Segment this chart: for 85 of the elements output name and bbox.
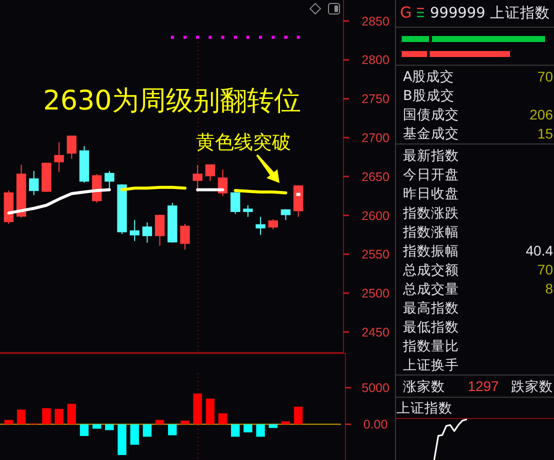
bar [230,424,240,437]
text: 999999 上证指数 [430,4,550,22]
category-label: 跌家数 [511,378,553,395]
category-label: 总成交量 [402,281,459,298]
candlestick [256,216,266,236]
candlestick [79,146,90,184]
candlestick [154,214,165,246]
text: 40.4 [526,242,553,259]
bar [118,424,126,456]
y-tick-label: 2500 [362,286,390,301]
category-label: 最低指数 [403,320,459,336]
category-label: 昨日收盘 [403,186,459,202]
bar [67,404,76,424]
bar [218,413,228,424]
candlestick [117,184,127,235]
category-label: 今日开盘 [403,167,459,184]
text: 70 [537,68,553,84]
bar [206,398,215,424]
y-tick-label: 2550 [362,248,390,262]
category-label: 涨家数 [403,378,445,395]
text: G [400,4,412,22]
candlestick [29,170,39,196]
category-label: 上证换手 [403,358,459,374]
y-tick-label: 2450 [362,325,390,340]
candlestick [54,142,64,172]
y-tick-label: 2750 [362,92,390,106]
y-tick-label: 2700 [362,131,390,145]
candlestick [104,170,114,190]
candlestick [180,223,190,250]
category-label: 最新指数 [403,148,459,164]
candlestick [192,164,202,193]
text: 70 [537,262,553,278]
bar [80,424,89,436]
bar [168,424,177,436]
candlestick [130,220,140,242]
bar [16,410,26,424]
candlestick [205,164,216,182]
bar [4,420,14,424]
bar [268,424,278,428]
bar [42,408,51,424]
category-label: 指数涨幅 [402,224,459,240]
y-tick-label: 2850 [362,14,390,28]
y-tick-label: 5000 [362,381,390,396]
annotation: 2630为周级别翻转位 [43,86,301,117]
bar [193,394,202,424]
y-tick-label: 2650 [362,170,390,184]
text: 15 [537,125,553,142]
text: 1297 [468,378,499,394]
annotation: 黄色线突破 [196,132,292,154]
bar [281,421,290,424]
candlestick [142,222,152,244]
candlestick [66,136,77,160]
bar [180,420,190,424]
candlestick [293,184,304,218]
category-label: A股成交 [403,69,454,86]
y-tick-label: 2800 [362,53,390,68]
category-label: 基金成交 [403,126,459,142]
candlestick [168,202,178,244]
bar [294,406,303,424]
bar [155,420,164,424]
bar [130,424,139,445]
y-tick-label: 0.00 [363,418,388,432]
category-label: 指数量比 [402,338,459,355]
candlestick [4,190,14,224]
category-label: 指数振幅 [402,243,459,260]
y-tick-label: 2600 [362,208,390,223]
category-label: 最高指数 [403,300,459,316]
candlestick [16,164,26,218]
bar [54,408,64,424]
bar [105,424,114,430]
bar [142,424,152,437]
text: 8 [545,280,553,297]
bar [256,424,265,437]
candlestick [243,204,253,218]
category-label: B股成交 [403,88,454,104]
candlestick [42,162,52,193]
candlestick [230,189,240,214]
category-label: 总成交额 [402,262,459,278]
bar [244,424,252,432]
chart-title: 上证指数 [396,400,453,417]
candlestick [280,208,291,221]
category-label: 国债成交 [403,107,459,124]
candlestick [268,218,278,230]
category-label: 指数涨跌 [402,205,459,222]
text: 206 [530,106,553,122]
